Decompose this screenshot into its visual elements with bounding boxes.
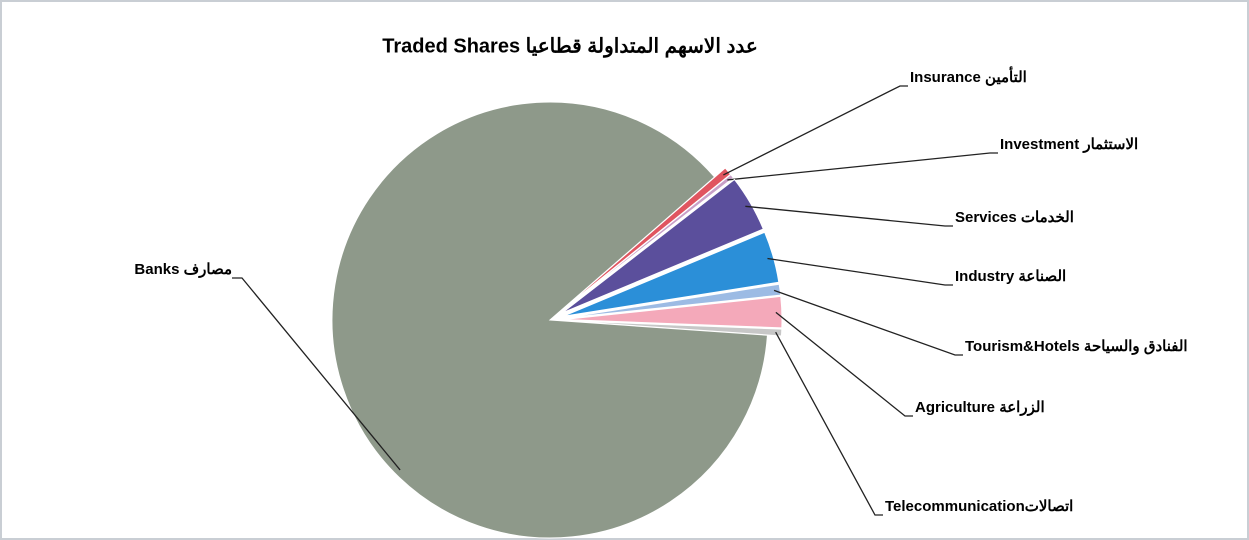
slice-label: Insurance التأمين (910, 66, 1027, 86)
chart-title: عدد الاسهم المتداولة قطاعيا Traded Share… (382, 35, 758, 58)
leader-line (232, 277, 401, 471)
leader-line (775, 331, 883, 516)
leader-line (773, 289, 963, 356)
slice-label: Telecommunicationاتصالات (885, 498, 1073, 515)
pie-slice (560, 173, 735, 312)
pie-slice (331, 101, 769, 539)
leader-line (723, 85, 908, 176)
leader-line (745, 205, 953, 227)
pie-slice (561, 178, 764, 314)
slice-label: Agriculture الزراعة (915, 399, 1045, 416)
slice-label: الفنادق والسياحة Tourism&Hotels (965, 338, 1188, 355)
leader-line (767, 257, 953, 286)
leader-line (775, 311, 913, 417)
pie-slice (563, 231, 780, 317)
slice-label: Services الخدمات (955, 209, 1074, 226)
pie-slice (563, 295, 783, 329)
slice-label: Banks مصارف (134, 261, 232, 278)
slice-label: الاستثمار Investment (1000, 136, 1138, 153)
leader-line (727, 152, 998, 181)
pie-slice (563, 283, 782, 319)
slice-label: Industry الصناعة (955, 268, 1066, 285)
